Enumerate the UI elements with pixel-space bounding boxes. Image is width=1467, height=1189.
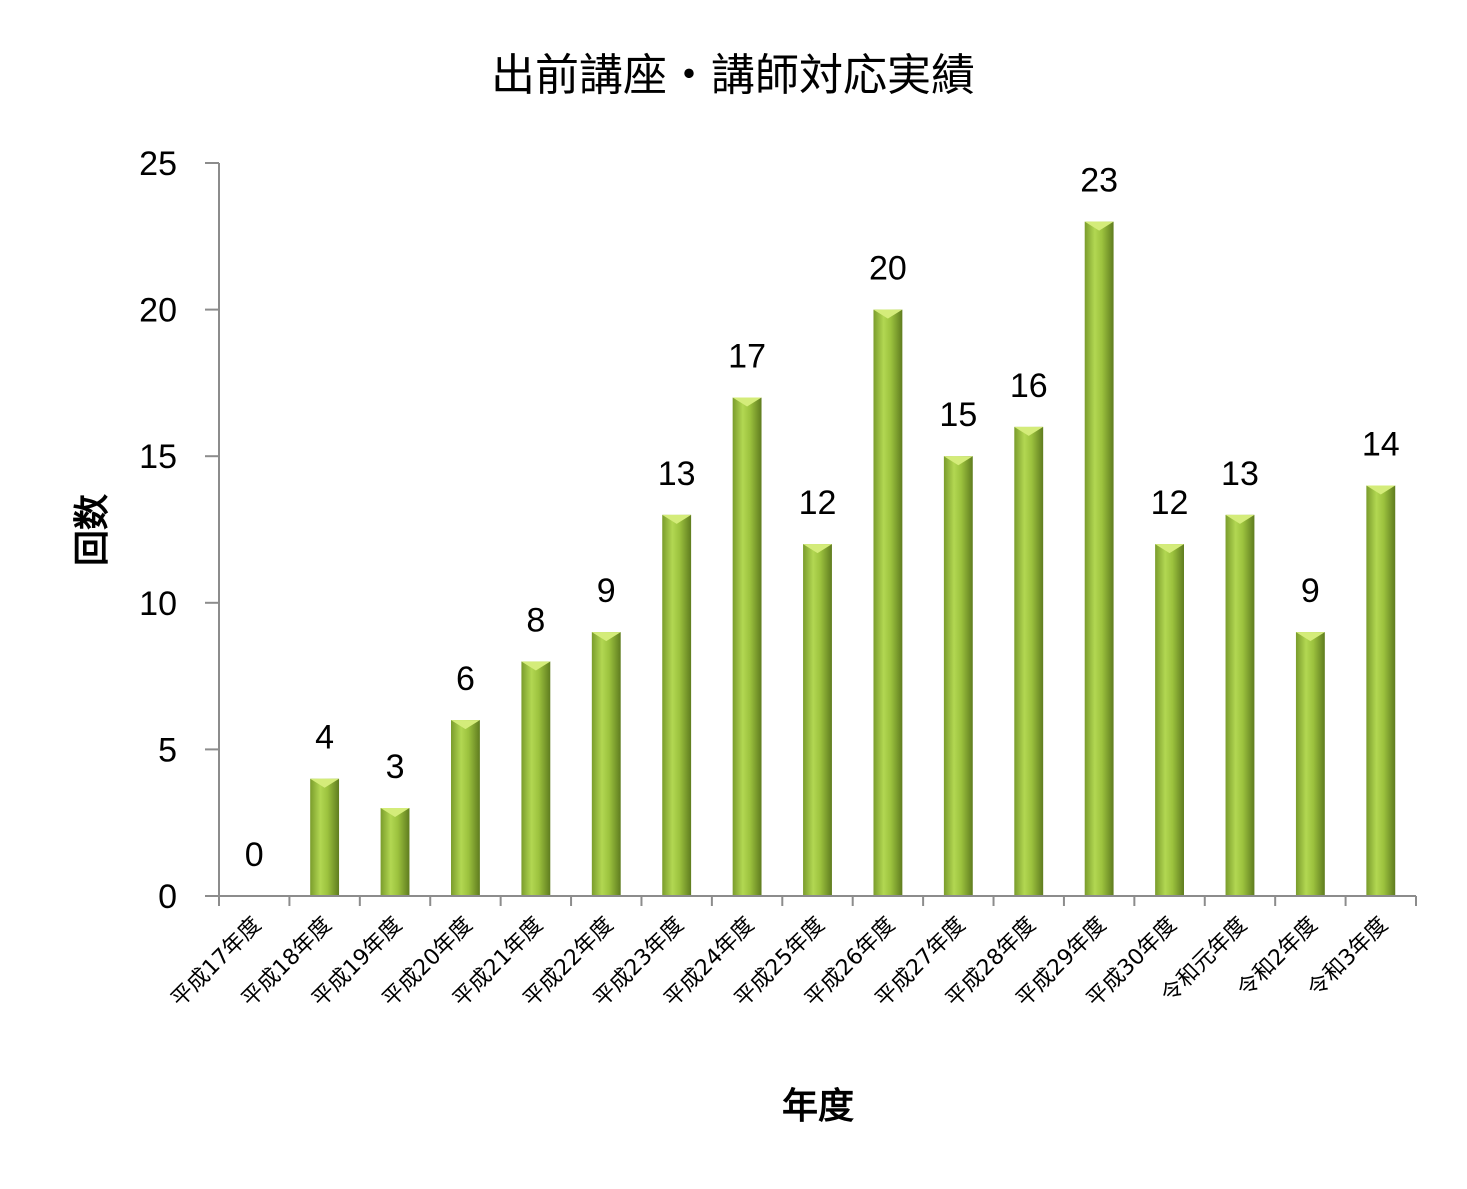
bar-cap [1295,632,1325,642]
bar-cap [310,778,340,788]
bar [310,778,340,896]
y-tick-label: 5 [158,731,177,769]
bar-cap [662,514,692,524]
bar-cap [1014,426,1044,436]
bar-cap [1155,544,1184,554]
bar-cap [1366,485,1396,495]
data-label: 15 [939,396,977,434]
bar [873,309,903,897]
data-label: 6 [456,660,475,698]
bar-cap [943,456,973,466]
data-label: 9 [1301,572,1320,610]
data-label: 13 [1221,455,1259,493]
bar-cap [591,632,621,642]
bar [1014,426,1044,896]
data-label: 14 [1362,426,1400,464]
bar [1295,632,1325,896]
data-label: 3 [386,748,405,786]
bar [451,720,480,896]
data-label: 9 [597,572,616,610]
bar [1366,485,1396,896]
bar-cap [380,808,410,818]
bar [1155,544,1184,896]
bar [380,808,410,896]
data-label: 12 [1151,484,1189,522]
x-axis: 平成17年度平成18年度平成19年度平成20年度平成21年度平成22年度平成23… [167,896,1417,1012]
bars [310,221,1396,897]
bar [803,544,832,896]
bar [662,514,692,896]
data-label: 17 [728,338,766,376]
data-label: 16 [1010,367,1048,405]
bar-cap [803,544,832,554]
bar [591,632,621,896]
chart-title: 出前講座・講師対応実績 [491,50,975,101]
data-label: 0 [245,836,264,874]
bar-cap [521,661,551,671]
bar [1225,514,1255,896]
y-tick-label: 20 [139,292,177,330]
bar [732,397,762,896]
data-label: 13 [658,455,696,493]
bar-cap [1084,221,1114,231]
data-labels: 0 4 3 6 8 9 13 17 12 20 15 16 23 12 13 9 14 [245,162,1400,874]
x-axis-title: 年度 [782,1086,854,1127]
bar [1084,221,1114,896]
data-label: 8 [526,601,545,639]
data-label: 20 [869,250,907,288]
y-tick-label: 15 [139,438,177,476]
bar-cap [873,309,903,319]
bar [521,661,551,896]
y-tick-label: 25 [139,145,177,183]
y-axis: 0 5 10 15 20 25 [139,145,219,916]
bar-cap [732,397,762,407]
bar-cap [451,720,480,730]
data-label: 23 [1080,162,1118,200]
y-tick-label: 0 [158,878,177,916]
data-label: 12 [799,484,837,522]
y-tick-label: 10 [139,585,177,623]
bar [943,456,973,896]
y-axis-title: 回数 [72,494,113,566]
data-label: 4 [315,719,334,757]
bar-cap [1225,514,1255,524]
